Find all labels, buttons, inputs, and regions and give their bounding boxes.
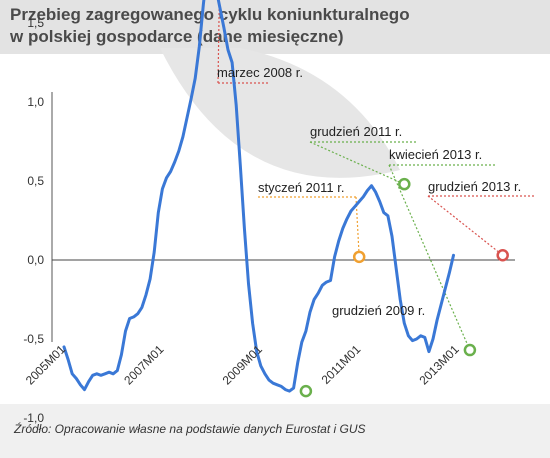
annotation-label: kwiecień 2013 r. bbox=[389, 147, 482, 162]
annotation-lines bbox=[217, 0, 535, 351]
y-tick-label: 0,5 bbox=[27, 174, 44, 188]
annotation-marker bbox=[398, 177, 411, 191]
annotation-label: grudzień 2011 r. bbox=[310, 124, 402, 139]
series-line bbox=[62, 0, 455, 393]
y-tick-label: -1,0 bbox=[23, 411, 44, 425]
annotation-marker bbox=[496, 249, 509, 262]
annotation-markers bbox=[299, 177, 509, 398]
watermark-logo bbox=[160, 48, 400, 178]
chart-title: Przebieg zagregowanego cyklu koniunktura… bbox=[10, 4, 540, 48]
annotation-marker bbox=[352, 250, 366, 264]
y-axis-labels: 2,01,51,00,50,0-0,5-1,0 bbox=[23, 16, 44, 425]
chart-title-line-1: Przebieg zagregowanego cyklu koniunktura… bbox=[10, 5, 410, 24]
chart-title-line-2: w polskiej gospodarce (dane miesięczne) bbox=[10, 27, 344, 46]
x-tick-label: 2007M01 bbox=[121, 342, 167, 388]
annotation-leader bbox=[217, 0, 220, 84]
header-bar: Przebieg zagregowanego cyklu koniunktura… bbox=[0, 0, 550, 54]
y-tick-label: -0,5 bbox=[23, 332, 44, 346]
annotation-label: marzec 2008 r. bbox=[217, 65, 303, 80]
annotation-label: grudzień 2009 r. bbox=[332, 303, 425, 318]
annotation-leader bbox=[388, 164, 471, 351]
annotation-labels: marzec 2008 r. grudzień 2009 r. styczeń 20… bbox=[217, 65, 521, 318]
y-tick-label: 1,5 bbox=[27, 16, 44, 30]
x-tick-label: 2013M01 bbox=[416, 342, 462, 388]
annotation-leader bbox=[309, 141, 405, 185]
axes-layer bbox=[51, 92, 515, 342]
annotation-leader bbox=[427, 195, 504, 256]
annotation-label: grudzień 2013 r. bbox=[428, 179, 521, 194]
x-tick-label: 2009M01 bbox=[220, 342, 266, 388]
annotation-label: styczeń 2011 r. bbox=[258, 180, 344, 195]
x-tick-label: 2011M01 bbox=[319, 342, 364, 387]
y-tick-label: 0,0 bbox=[27, 253, 44, 267]
y-tick-label: 1,0 bbox=[27, 95, 44, 109]
annotation-marker bbox=[299, 384, 313, 398]
annotation-leader bbox=[355, 196, 360, 257]
source-note: Źródło: Opracowanie własne na podstawie … bbox=[14, 422, 366, 436]
annotation-marker bbox=[463, 343, 477, 357]
watermark-shape bbox=[160, 48, 400, 178]
x-tick-label: 2005M01 bbox=[23, 342, 69, 388]
